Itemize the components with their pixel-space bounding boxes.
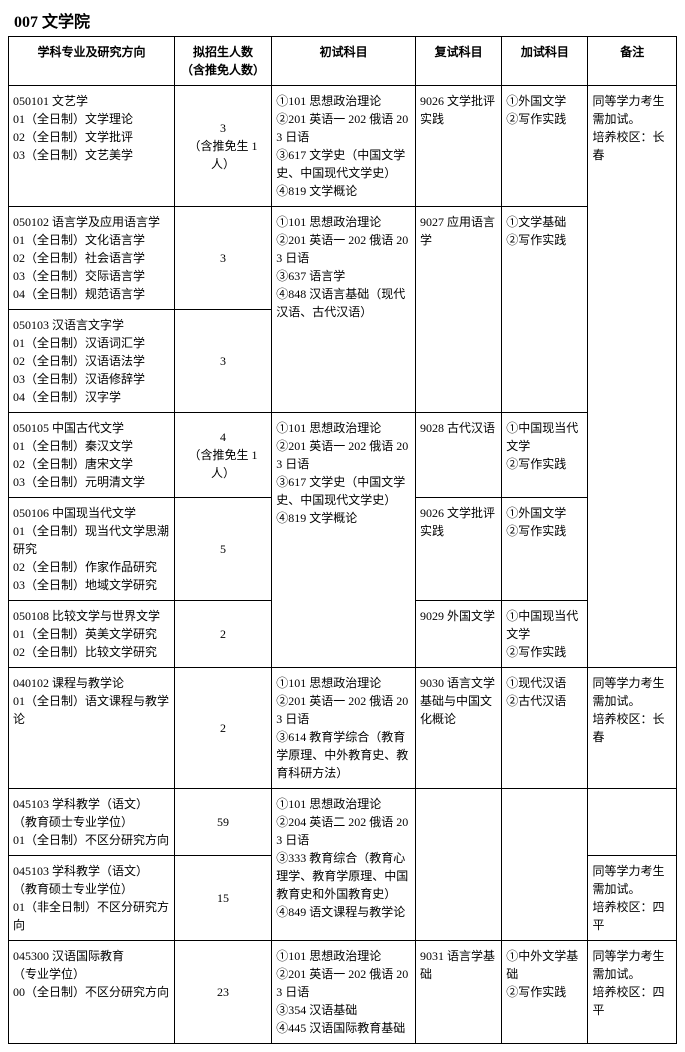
cell-exam2: 9030 语言文学基础与中国文化概论 bbox=[415, 668, 501, 789]
table-header-row: 学科专业及研究方向 拟招生人数 （含推免人数） 初试科目 复试科目 加试科目 备… bbox=[9, 37, 677, 86]
cell-note: 同等学力考生需加试。 培养校区：四平 bbox=[588, 941, 677, 1044]
cell-quota: 59 bbox=[174, 789, 271, 856]
cell-note bbox=[588, 789, 677, 856]
cell-exam2: 9027 应用语言学 bbox=[415, 207, 501, 413]
table-row: 045300 汉语国际教育 （专业学位） 00（全日制）不区分研究方向23①10… bbox=[9, 941, 677, 1044]
cell-extra: ①文学基础 ②写作实践 bbox=[502, 207, 588, 413]
cell-quota: 3 （含推免生 1 人） bbox=[174, 86, 271, 207]
table-row: 050101 文艺学 01（全日制）文学理论 02（全日制）文学批评 03（全日… bbox=[9, 86, 677, 207]
page-title: 007 文学院 bbox=[14, 8, 677, 32]
cell-extra: ①外国文学 ②写作实践 bbox=[502, 498, 588, 601]
cell-quota: 2 bbox=[174, 601, 271, 668]
cell-note: 同等学力考生需加试。 培养校区：四平 bbox=[588, 856, 677, 941]
cell-major: 050103 汉语言文字学 01（全日制）汉语词汇学 02（全日制）汉语语法学 … bbox=[9, 310, 175, 413]
header-note: 备注 bbox=[588, 37, 677, 86]
cell-exam1: ①101 思想政治理论 ②201 英语一 202 俄语 203 日语 ③617 … bbox=[272, 86, 416, 207]
cell-extra: ①中国现当代文学 ②写作实践 bbox=[502, 601, 588, 668]
cell-major: 050106 中国现当代文学 01（全日制）现当代文学思潮研究 02（全日制）作… bbox=[9, 498, 175, 601]
cell-exam1: ①101 思想政治理论 ②204 英语二 202 俄语 203 日语 ③333 … bbox=[272, 789, 416, 941]
cell-quota: 5 bbox=[174, 498, 271, 601]
cell-quota: 23 bbox=[174, 941, 271, 1044]
cell-exam1: ①101 思想政治理论 ②201 英语一 202 俄语 203 日语 ③614 … bbox=[272, 668, 416, 789]
cell-note: 同等学力考生需加试。 培养校区：长春 bbox=[588, 86, 677, 668]
cell-extra bbox=[502, 789, 588, 941]
cell-note: 同等学力考生需加试。 培养校区：长春 bbox=[588, 668, 677, 789]
cell-extra: ①外国文学 ②写作实践 bbox=[502, 86, 588, 207]
table-row: 050105 中国古代文学 01（全日制）秦汉文学 02（全日制）唐宋文学 03… bbox=[9, 413, 677, 498]
header-exam2: 复试科目 bbox=[415, 37, 501, 86]
cell-exam1: ①101 思想政治理论 ②201 英语一 202 俄语 203 日语 ③354 … bbox=[272, 941, 416, 1044]
cell-major: 045103 学科教学（语文） （教育硕士专业学位） 01（全日制）不区分研究方… bbox=[9, 789, 175, 856]
header-quota: 拟招生人数 （含推免人数） bbox=[174, 37, 271, 86]
table-row: 040102 课程与教学论 01（全日制）语文课程与教学论2①101 思想政治理… bbox=[9, 668, 677, 789]
cell-exam1: ①101 思想政治理论 ②201 英语一 202 俄语 203 日语 ③637 … bbox=[272, 207, 416, 413]
cell-extra: ①中外文学基础 ②写作实践 bbox=[502, 941, 588, 1044]
cell-major: 050108 比较文学与世界文学 01（全日制）英美文学研究 02（全日制）比较… bbox=[9, 601, 175, 668]
cell-major: 045300 汉语国际教育 （专业学位） 00（全日制）不区分研究方向 bbox=[9, 941, 175, 1044]
cell-quota: 4 （含推免生 1 人） bbox=[174, 413, 271, 498]
cell-exam2: 9026 文学批评实践 bbox=[415, 86, 501, 207]
cell-major: 050101 文艺学 01（全日制）文学理论 02（全日制）文学批评 03（全日… bbox=[9, 86, 175, 207]
cell-exam2 bbox=[415, 789, 501, 941]
cell-quota: 2 bbox=[174, 668, 271, 789]
cell-major: 040102 课程与教学论 01（全日制）语文课程与教学论 bbox=[9, 668, 175, 789]
cell-exam2: 9029 外国文学 bbox=[415, 601, 501, 668]
cell-quota: 15 bbox=[174, 856, 271, 941]
table-row: 045103 学科教学（语文） （教育硕士专业学位） 01（全日制）不区分研究方… bbox=[9, 789, 677, 856]
cell-exam2: 9031 语言学基础 bbox=[415, 941, 501, 1044]
table-row: 050102 语言学及应用语言学 01（全日制）文化语言学 02（全日制）社会语… bbox=[9, 207, 677, 310]
program-table: 学科专业及研究方向 拟招生人数 （含推免人数） 初试科目 复试科目 加试科目 备… bbox=[8, 36, 677, 1044]
cell-extra: ①现代汉语 ②古代汉语 bbox=[502, 668, 588, 789]
cell-major: 045103 学科教学（语文） （教育硕士专业学位） 01（非全日制）不区分研究… bbox=[9, 856, 175, 941]
header-extra: 加试科目 bbox=[502, 37, 588, 86]
cell-quota: 3 bbox=[174, 310, 271, 413]
cell-exam1: ①101 思想政治理论 ②201 英语一 202 俄语 203 日语 ③617 … bbox=[272, 413, 416, 668]
cell-exam2: 9028 古代汉语 bbox=[415, 413, 501, 498]
cell-major: 050102 语言学及应用语言学 01（全日制）文化语言学 02（全日制）社会语… bbox=[9, 207, 175, 310]
header-exam1: 初试科目 bbox=[272, 37, 416, 86]
cell-quota: 3 bbox=[174, 207, 271, 310]
cell-extra: ①中国现当代文学 ②写作实践 bbox=[502, 413, 588, 498]
cell-major: 050105 中国古代文学 01（全日制）秦汉文学 02（全日制）唐宋文学 03… bbox=[9, 413, 175, 498]
header-major: 学科专业及研究方向 bbox=[9, 37, 175, 86]
cell-exam2: 9026 文学批评实践 bbox=[415, 498, 501, 601]
